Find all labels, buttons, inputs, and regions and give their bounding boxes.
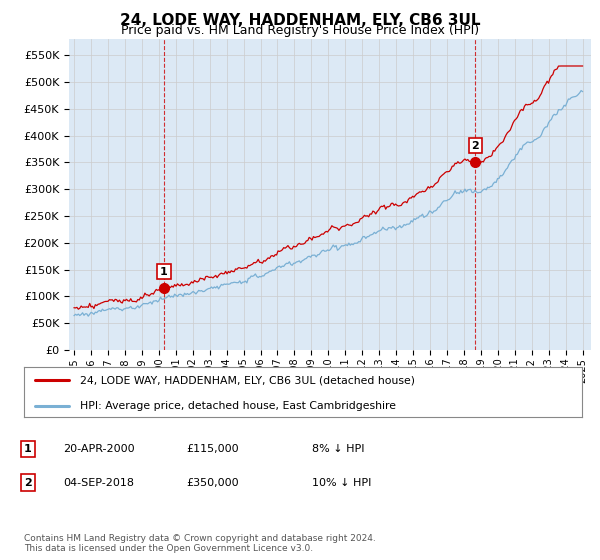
Text: £350,000: £350,000 (186, 478, 239, 488)
Text: 20-APR-2000: 20-APR-2000 (63, 444, 134, 454)
Text: Contains HM Land Registry data © Crown copyright and database right 2024.
This d: Contains HM Land Registry data © Crown c… (24, 534, 376, 553)
Text: 24, LODE WAY, HADDENHAM, ELY, CB6 3UL (detached house): 24, LODE WAY, HADDENHAM, ELY, CB6 3UL (d… (80, 375, 415, 385)
Text: Price paid vs. HM Land Registry's House Price Index (HPI): Price paid vs. HM Land Registry's House … (121, 24, 479, 37)
Text: 2: 2 (472, 141, 479, 151)
Text: HPI: Average price, detached house, East Cambridgeshire: HPI: Average price, detached house, East… (80, 401, 396, 411)
Text: 24, LODE WAY, HADDENHAM, ELY, CB6 3UL: 24, LODE WAY, HADDENHAM, ELY, CB6 3UL (120, 13, 480, 28)
Text: 1: 1 (24, 444, 32, 454)
Text: £115,000: £115,000 (186, 444, 239, 454)
Text: 8% ↓ HPI: 8% ↓ HPI (312, 444, 365, 454)
Text: 04-SEP-2018: 04-SEP-2018 (63, 478, 134, 488)
Text: 10% ↓ HPI: 10% ↓ HPI (312, 478, 371, 488)
Text: 1: 1 (160, 267, 168, 277)
Text: 2: 2 (24, 478, 32, 488)
